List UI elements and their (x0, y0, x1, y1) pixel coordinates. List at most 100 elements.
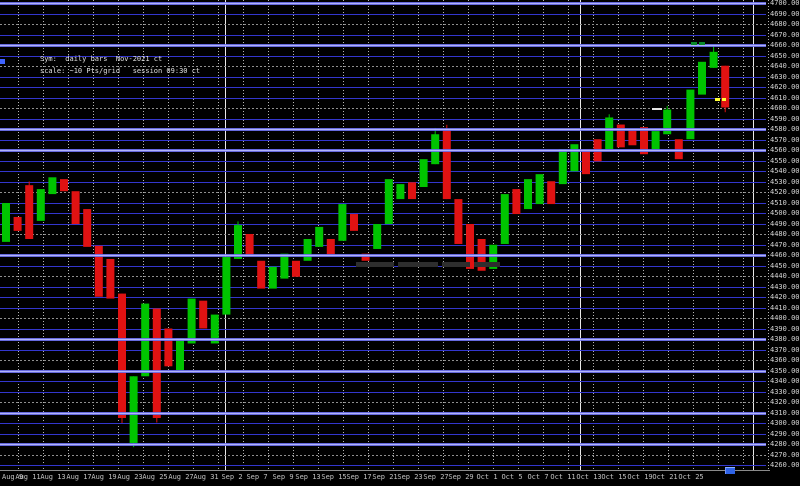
candle-body (396, 184, 405, 200)
date-label: Aug 23 (117, 473, 143, 481)
price-label: 4340.00 (770, 377, 800, 385)
price-label: 4480.00 (770, 230, 800, 238)
date-label: Aug 19 (91, 473, 117, 481)
candle-body (709, 51, 718, 68)
price-label: 4260.00 (770, 461, 800, 469)
price-label: 4640.00 (770, 62, 800, 70)
candle-body (408, 182, 416, 200)
candle-body (547, 181, 556, 205)
white-dash-marker (652, 108, 662, 110)
price-label: 4290.00 (770, 429, 800, 438)
price-label: 4300.00 (770, 419, 800, 427)
candle-body (721, 65, 730, 108)
gray-block-marker (474, 262, 500, 267)
green-dash-marker (691, 42, 697, 45)
candle-body (384, 179, 393, 225)
price-label: 4370.00 (770, 345, 800, 354)
price-label: 4610.00 (770, 93, 800, 102)
price-label: 4590.00 (770, 114, 800, 123)
date-label: Sep 15 (321, 473, 347, 481)
candle-body (13, 216, 22, 231)
candle-body (25, 185, 34, 239)
candle-body (338, 204, 347, 241)
date-label: Aug 31 (193, 473, 219, 481)
candle-body (83, 209, 92, 247)
price-label: 4550.00 (770, 156, 800, 165)
price-label: 4500.00 (770, 209, 800, 217)
price-label: 4680.00 (770, 20, 800, 28)
candle-body (454, 199, 463, 244)
date-label: Oct 11 (550, 473, 576, 481)
candle-body (210, 314, 219, 344)
date-label: Oct 1 (476, 473, 498, 481)
price-label: 4460.00 (770, 251, 800, 259)
candle-body (60, 179, 68, 192)
candle-body (558, 149, 567, 185)
date-label: Sep 29 (448, 473, 474, 481)
price-label: 4620.00 (770, 83, 800, 91)
candle-body (164, 328, 173, 367)
candle-body (570, 144, 579, 172)
candle-body (106, 258, 115, 299)
candle-body (129, 376, 138, 443)
gray-block-marker (442, 262, 470, 267)
price-label: 4530.00 (770, 177, 800, 186)
price-label: 4430.00 (770, 282, 800, 291)
candle-body (292, 260, 300, 277)
date-label: Sep 2 (221, 473, 243, 481)
date-label: Aug 13 (40, 473, 66, 481)
candle-body (36, 189, 45, 221)
candle-body (512, 189, 521, 215)
date-label: Sep 9 (272, 473, 294, 481)
price-label: 4330.00 (770, 387, 800, 396)
candle-body (245, 234, 254, 256)
candle-body (152, 308, 161, 419)
price-label: 4420.00 (770, 293, 800, 301)
candle-body (118, 293, 126, 419)
price-label: 4470.00 (770, 240, 800, 249)
legend-line-2: scale: ~10 Pts/grid session 09:30 ct (40, 67, 201, 75)
green-dash-marker (699, 42, 705, 45)
candle-body (94, 245, 103, 297)
price-label: 4410.00 (770, 303, 800, 312)
yellow-dash-marker (722, 98, 726, 101)
price-label: 4600.00 (770, 104, 800, 112)
date-label: Oct 19 (627, 473, 653, 481)
price-label: 4570.00 (770, 135, 800, 144)
price-label: 4380.00 (770, 335, 800, 343)
price-label: 4670.00 (770, 30, 800, 39)
blue-square-marker (0, 59, 5, 64)
date-label: Oct 15 (601, 473, 627, 481)
candle-body (71, 191, 80, 225)
yellow-dash-marker (715, 98, 720, 101)
price-label: 4400.00 (770, 314, 800, 322)
date-label: Sep 23 (397, 473, 423, 481)
price-label: 4310.00 (770, 408, 800, 417)
price-label: 4270.00 (770, 450, 800, 459)
time-axis-thumb[interactable] (725, 467, 735, 474)
gray-block-marker (398, 262, 438, 267)
price-label: 4660.00 (770, 41, 800, 49)
candle-body (176, 338, 184, 371)
candle-body (373, 224, 382, 249)
price-label: 4390.00 (770, 324, 800, 333)
date-label: Oct 25 (678, 473, 704, 481)
candle-body (257, 260, 266, 289)
date-label: Sep 17 (346, 473, 372, 481)
candle-body (361, 253, 370, 261)
date-label: Oct 5 (501, 473, 523, 481)
candle-body (640, 127, 648, 155)
date-label: Sep 13 (295, 473, 321, 481)
date-label: Sep 7 (246, 473, 268, 481)
candle-body (651, 131, 660, 150)
price-label: 4650.00 (770, 51, 800, 60)
price-label: 4560.00 (770, 146, 800, 154)
candle-body (280, 253, 289, 279)
price-label: 4520.00 (770, 188, 800, 196)
price-label: 4350.00 (770, 366, 800, 375)
date-label: Sep 21 (372, 473, 398, 481)
date-label: Aug 11 (15, 473, 41, 481)
price-label: 4450.00 (770, 261, 800, 270)
price-label: 4540.00 (770, 167, 800, 175)
